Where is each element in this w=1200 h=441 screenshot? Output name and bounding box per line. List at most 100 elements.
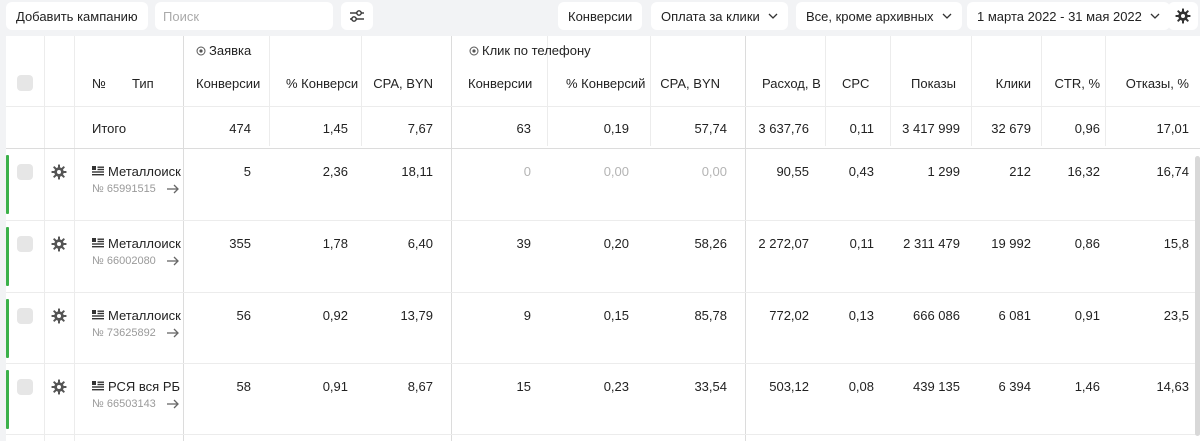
row-conversions-2: 15: [516, 378, 531, 394]
row-clicks: 19 992: [991, 235, 1031, 251]
conversions-button[interactable]: Конверсии: [558, 2, 643, 30]
row-ctr: 0,91: [1074, 307, 1100, 323]
row-spend: 503,12: [769, 378, 809, 394]
settings-button[interactable]: [1168, 2, 1198, 30]
row-checkbox[interactable]: [17, 164, 33, 180]
header-type[interactable]: Тип: [132, 75, 154, 91]
row-shows: 1 299: [927, 163, 960, 179]
gear-icon[interactable]: [51, 164, 67, 180]
row-bounce: 23,5: [1163, 307, 1189, 323]
row-conversions-1: 56: [236, 307, 251, 323]
campaign-id: № 66503143: [92, 398, 156, 410]
total-conversion-rate-1: 1,45: [322, 120, 348, 136]
header-shows[interactable]: Показы: [911, 75, 956, 91]
chevron-down-icon: [1150, 13, 1160, 19]
row-cpa-1: 8,67: [407, 378, 433, 394]
row-cpc: 0,08: [848, 378, 874, 394]
campaign-name[interactable]: Металлоиск: [92, 162, 182, 180]
campaign-name[interactable]: Металлоиск: [92, 234, 182, 252]
row-shows: 439 135: [913, 378, 960, 394]
campaign-name-text: Металлоиск: [108, 307, 181, 323]
row-bounce: 16,74: [1156, 163, 1189, 179]
gear-icon[interactable]: [51, 236, 67, 252]
row-checkbox[interactable]: [17, 308, 33, 324]
arrow-right-icon[interactable]: [166, 183, 180, 195]
row-conversion-rate-1: 2,36: [322, 163, 348, 179]
total-bounce: 17,01: [1156, 120, 1189, 136]
status-indicator: [6, 370, 9, 429]
arrow-right-icon[interactable]: [166, 255, 180, 267]
toolbar: Добавить кампанию Конверсии Оплата за кл…: [0, 0, 1200, 34]
vertical-scrollbar[interactable]: [1195, 156, 1200, 436]
row-spend: 772,02: [769, 307, 809, 323]
add-campaign-button[interactable]: Добавить кампанию: [6, 2, 148, 30]
row-conversion-rate-2: 0,20: [603, 235, 629, 251]
header-cpa-1[interactable]: CPA, BYN: [373, 75, 433, 91]
campaign-text-icon: [92, 166, 104, 176]
arrow-right-icon[interactable]: [166, 398, 180, 410]
gear-icon[interactable]: [51, 379, 67, 395]
row-conversions-1: 58: [236, 378, 251, 394]
status-indicator: [6, 299, 9, 358]
row-checkbox[interactable]: [17, 236, 33, 252]
gear-icon[interactable]: [51, 308, 67, 324]
total-conversion-rate-2: 0,19: [603, 120, 629, 136]
group-zayavka: Заявка: [196, 43, 251, 58]
header-spend[interactable]: Расход, В: [762, 75, 821, 91]
archive-filter-label: Все, кроме архивных: [806, 8, 934, 24]
campaign-id: № 65991515: [92, 183, 156, 195]
row-cpa-2: 58,26: [694, 235, 727, 251]
row-spend: 90,55: [776, 163, 809, 179]
campaign-text-icon: [92, 381, 104, 391]
row-cpa-2: 0,00: [701, 163, 727, 179]
target-icon: [469, 46, 479, 55]
row-cpc: 0,11: [849, 235, 874, 251]
row-shows: 2 311 479: [903, 235, 960, 251]
group-zayavka-label: Заявка: [209, 43, 252, 58]
header-conversion-rate-2[interactable]: % Конверсий: [566, 75, 646, 91]
header-cpa-2[interactable]: CPA, BYN: [660, 75, 720, 91]
status-indicator: [6, 155, 9, 214]
row-conversions-2: 9: [523, 307, 531, 323]
header-conversion-rate-1[interactable]: % Конверси: [286, 75, 359, 91]
campaign-name-text: Металлоиск: [108, 235, 181, 251]
search-input[interactable]: [155, 2, 333, 30]
row-ctr: 0,86: [1074, 235, 1100, 251]
campaign-text-icon: [92, 238, 104, 248]
total-cpa-1: 7,67: [407, 120, 433, 136]
chevron-down-icon: [768, 13, 778, 19]
row-cpa-1: 13,79: [400, 307, 433, 323]
campaign-name-text: РСЯ вся РБ: [108, 378, 181, 394]
filter-settings-button[interactable]: [341, 2, 373, 30]
row-clicks: 6 394: [998, 378, 1031, 394]
header-ctr[interactable]: CTR, %: [1054, 75, 1101, 91]
total-clicks: 32 679: [991, 120, 1031, 136]
header-conversions-1[interactable]: Конверсии: [196, 75, 261, 91]
date-range-dropdown[interactable]: 1 марта 2022 - 31 мая 2022: [967, 2, 1170, 30]
row-conversion-rate-1: 1,78: [322, 235, 348, 251]
header-conversions-2[interactable]: Конверсии: [468, 75, 533, 91]
status-indicator: [6, 227, 9, 286]
total-spend: 3 637,76: [758, 120, 809, 136]
total-ctr: 0,96: [1074, 120, 1100, 136]
row-ctr: 1,46: [1074, 378, 1100, 394]
row-bounce: 15,8: [1163, 235, 1189, 251]
payment-dropdown[interactable]: Оплата за клики: [651, 2, 788, 30]
select-all-checkbox[interactable]: [17, 75, 33, 91]
row-checkbox[interactable]: [17, 379, 33, 395]
row-shows: 666 086: [913, 307, 960, 323]
total-label: Итого: [92, 120, 127, 136]
row-conversions-2: 0: [523, 163, 531, 179]
archive-filter-dropdown[interactable]: Все, кроме архивных: [796, 2, 962, 30]
campaign-name[interactable]: Металлоиск: [92, 306, 182, 324]
header-number[interactable]: №: [92, 75, 106, 91]
campaigns-table: Заявка Клик по телефону № Тип Конверсии …: [6, 36, 1200, 441]
arrow-right-icon[interactable]: [166, 327, 180, 339]
campaign-name[interactable]: РСЯ вся РБ: [92, 377, 182, 395]
row-bounce: 14,63: [1156, 378, 1189, 394]
row-cpa-2: 85,78: [694, 307, 727, 323]
header-bounce[interactable]: Отказы, %: [1125, 75, 1189, 91]
header-cpc[interactable]: CPC: [842, 75, 870, 91]
header-clicks[interactable]: Клики: [995, 75, 1031, 91]
group-phone-click: Клик по телефону: [469, 43, 591, 58]
